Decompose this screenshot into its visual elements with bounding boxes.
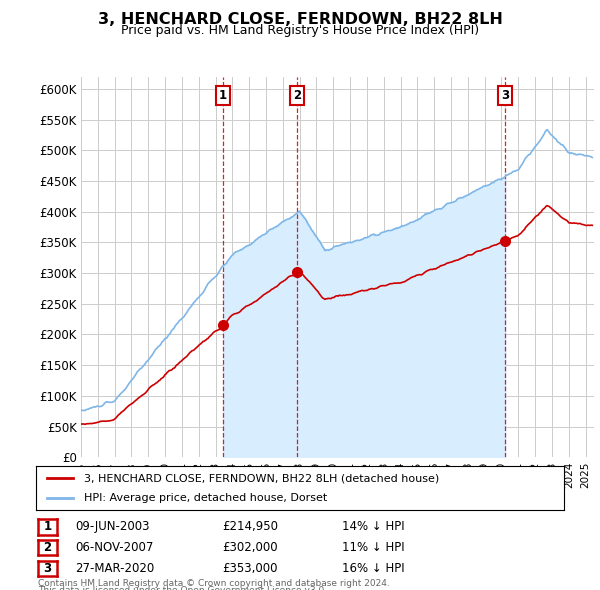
Text: 1: 1 bbox=[43, 520, 52, 533]
Text: £353,000: £353,000 bbox=[222, 562, 277, 575]
Text: 1: 1 bbox=[219, 89, 227, 102]
Text: This data is licensed under the Open Government Licence v3.0.: This data is licensed under the Open Gov… bbox=[38, 586, 327, 590]
Text: 3: 3 bbox=[501, 89, 509, 102]
Text: 3, HENCHARD CLOSE, FERNDOWN, BH22 8LH (detached house): 3, HENCHARD CLOSE, FERNDOWN, BH22 8LH (d… bbox=[83, 474, 439, 483]
Text: 16% ↓ HPI: 16% ↓ HPI bbox=[342, 562, 404, 575]
Text: 11% ↓ HPI: 11% ↓ HPI bbox=[342, 541, 404, 554]
Text: 2: 2 bbox=[293, 89, 301, 102]
Text: HPI: Average price, detached house, Dorset: HPI: Average price, detached house, Dors… bbox=[83, 493, 327, 503]
Text: £302,000: £302,000 bbox=[222, 541, 278, 554]
Text: 27-MAR-2020: 27-MAR-2020 bbox=[75, 562, 154, 575]
Text: 09-JUN-2003: 09-JUN-2003 bbox=[75, 520, 149, 533]
Text: 06-NOV-2007: 06-NOV-2007 bbox=[75, 541, 154, 554]
Text: 2: 2 bbox=[43, 541, 52, 554]
Text: 3: 3 bbox=[43, 562, 52, 575]
Text: Contains HM Land Registry data © Crown copyright and database right 2024.: Contains HM Land Registry data © Crown c… bbox=[38, 579, 389, 588]
Text: Price paid vs. HM Land Registry's House Price Index (HPI): Price paid vs. HM Land Registry's House … bbox=[121, 24, 479, 37]
Text: 14% ↓ HPI: 14% ↓ HPI bbox=[342, 520, 404, 533]
Text: 3, HENCHARD CLOSE, FERNDOWN, BH22 8LH: 3, HENCHARD CLOSE, FERNDOWN, BH22 8LH bbox=[98, 12, 502, 27]
Text: £214,950: £214,950 bbox=[222, 520, 278, 533]
